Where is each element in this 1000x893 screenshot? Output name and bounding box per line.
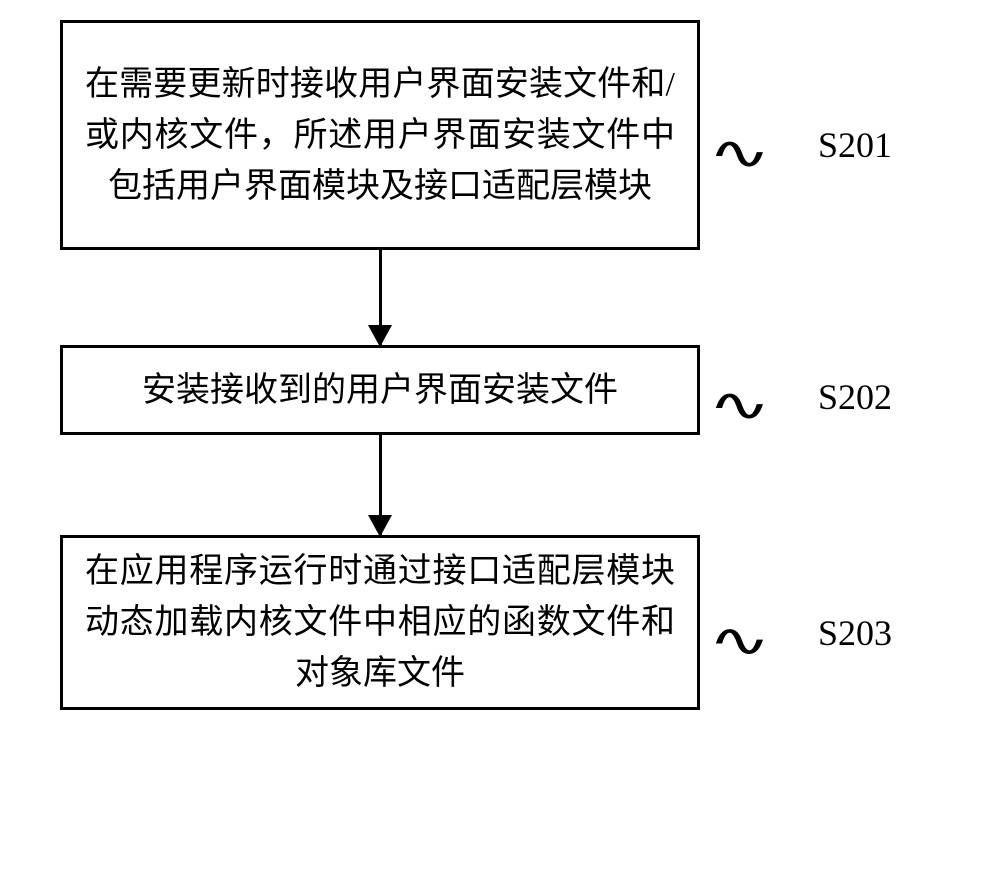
step-text-s202: 安装接收到的用户界面安装文件 [142, 365, 618, 416]
flowchart-container: 在需要更新时接收用户界面安装文件和/或内核文件，所述用户界面安装文件中包括用户界… [60, 20, 940, 710]
flowchart-connector [60, 250, 700, 345]
flowchart-step-s202: 安装接收到的用户界面安装文件 ∿ S202 [60, 345, 700, 435]
arrow-head-icon [368, 325, 392, 347]
connector-tilde-icon: ∿ [708, 372, 771, 441]
arrow-head-icon [368, 515, 392, 537]
step-label-s203: S203 [818, 606, 892, 660]
connector-tilde-icon: ∿ [708, 120, 771, 189]
step-text-s201: 在需要更新时接收用户界面安装文件和/或内核文件，所述用户界面安装文件中包括用户界… [85, 59, 675, 212]
step-label-s202: S202 [818, 370, 892, 424]
step-label-s201: S201 [818, 118, 892, 172]
step-text-s203: 在应用程序运行时通过接口适配层模块动态加载内核文件中相应的函数文件和对象库文件 [85, 546, 675, 699]
flowchart-step-s201: 在需要更新时接收用户界面安装文件和/或内核文件，所述用户界面安装文件中包括用户界… [60, 20, 700, 250]
connector-tilde-icon: ∿ [708, 608, 771, 677]
flowchart-step-s203: 在应用程序运行时通过接口适配层模块动态加载内核文件中相应的函数文件和对象库文件 … [60, 535, 700, 710]
flowchart-connector [60, 435, 700, 535]
